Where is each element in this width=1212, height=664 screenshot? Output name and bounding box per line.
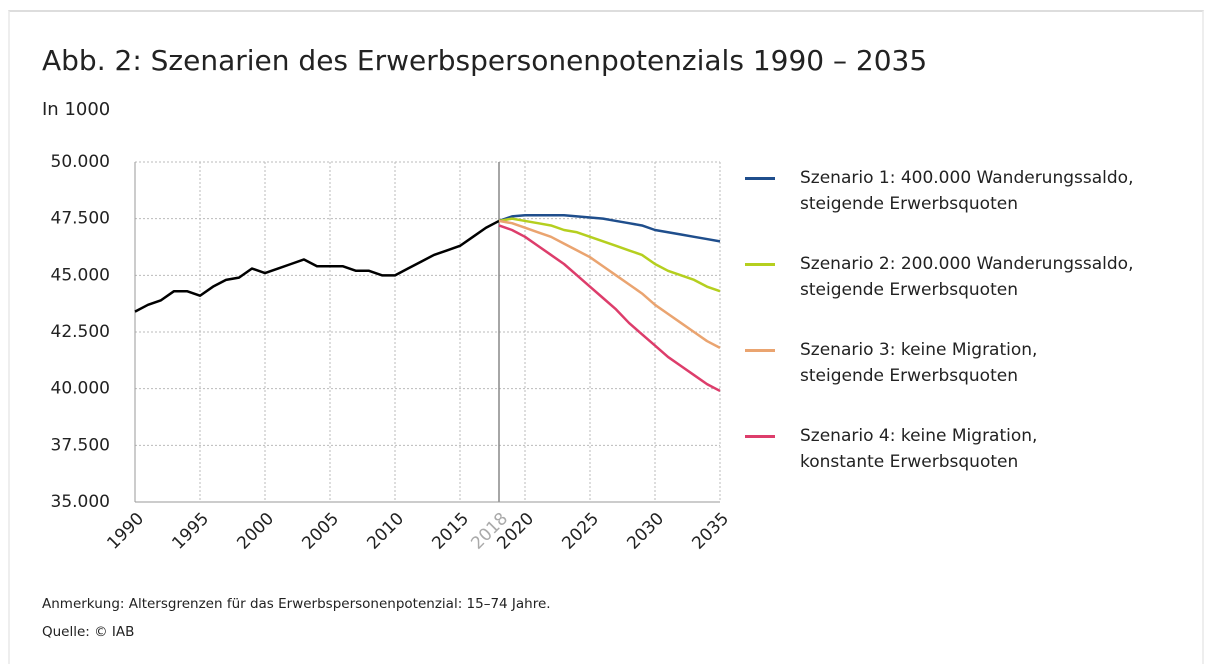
legend-label: Szenario 3: keine Migration, steigende E… [800,340,1038,386]
series-line [498,219,721,349]
chart-title: Abb. 2: Szenarien des Erwerbspersonenpot… [42,44,927,77]
series-line [498,214,721,243]
series-line [498,217,721,293]
legend-label: Szenario 1: 400.000 Wanderungssaldo, ste… [800,168,1134,214]
y-tick-label: 50.000 [51,152,110,172]
y-tick-label: 42.500 [51,322,110,342]
x-tick-label: 2035 [688,509,733,554]
y-tick-label: 35.000 [51,492,110,512]
x-tick-label: 2005 [298,509,343,554]
note: Quelle: © IAB [42,624,135,640]
legend-label: Szenario 2: 200.000 Wanderungssaldo, ste… [800,254,1134,300]
legend-label: Szenario 4: keine Migration, konstante E… [800,426,1038,472]
y-tick-label: 45.000 [51,265,110,285]
series-line [498,224,721,393]
legend-entry: Szenario 4: keine Migration, konstante E… [745,423,1037,475]
x-tick-label: 1990 [103,509,148,554]
legend-swatch [745,349,775,352]
y-tick-label: 40.000 [51,379,110,399]
card [8,10,1204,664]
series-line [134,219,500,313]
legend-entry: Szenario 2: 200.000 Wanderungssaldo, ste… [745,251,1133,303]
chart-subtitle: In 1000 [42,99,110,120]
legend-entry: Szenario 1: 400.000 Wanderungssaldo, ste… [745,165,1133,217]
legend-swatch [745,435,775,438]
x-tick-label: 2025 [558,509,603,554]
legend-swatch [745,177,775,180]
x-tick-label: 2000 [233,509,278,554]
x-tick-label: 2010 [363,509,408,554]
y-tick-label: 37.500 [51,435,110,455]
legend-entry: Szenario 3: keine Migration, steigende E… [745,337,1037,389]
y-tick-label: 47.500 [51,209,110,229]
note: Anmerkung: Altersgrenzen für das Erwerbs… [42,596,551,612]
x-tick-label: 2030 [623,509,668,554]
legend-swatch [745,263,775,266]
x-tick-label: 1995 [168,509,213,554]
x-tick-label: 2015 [428,509,473,554]
